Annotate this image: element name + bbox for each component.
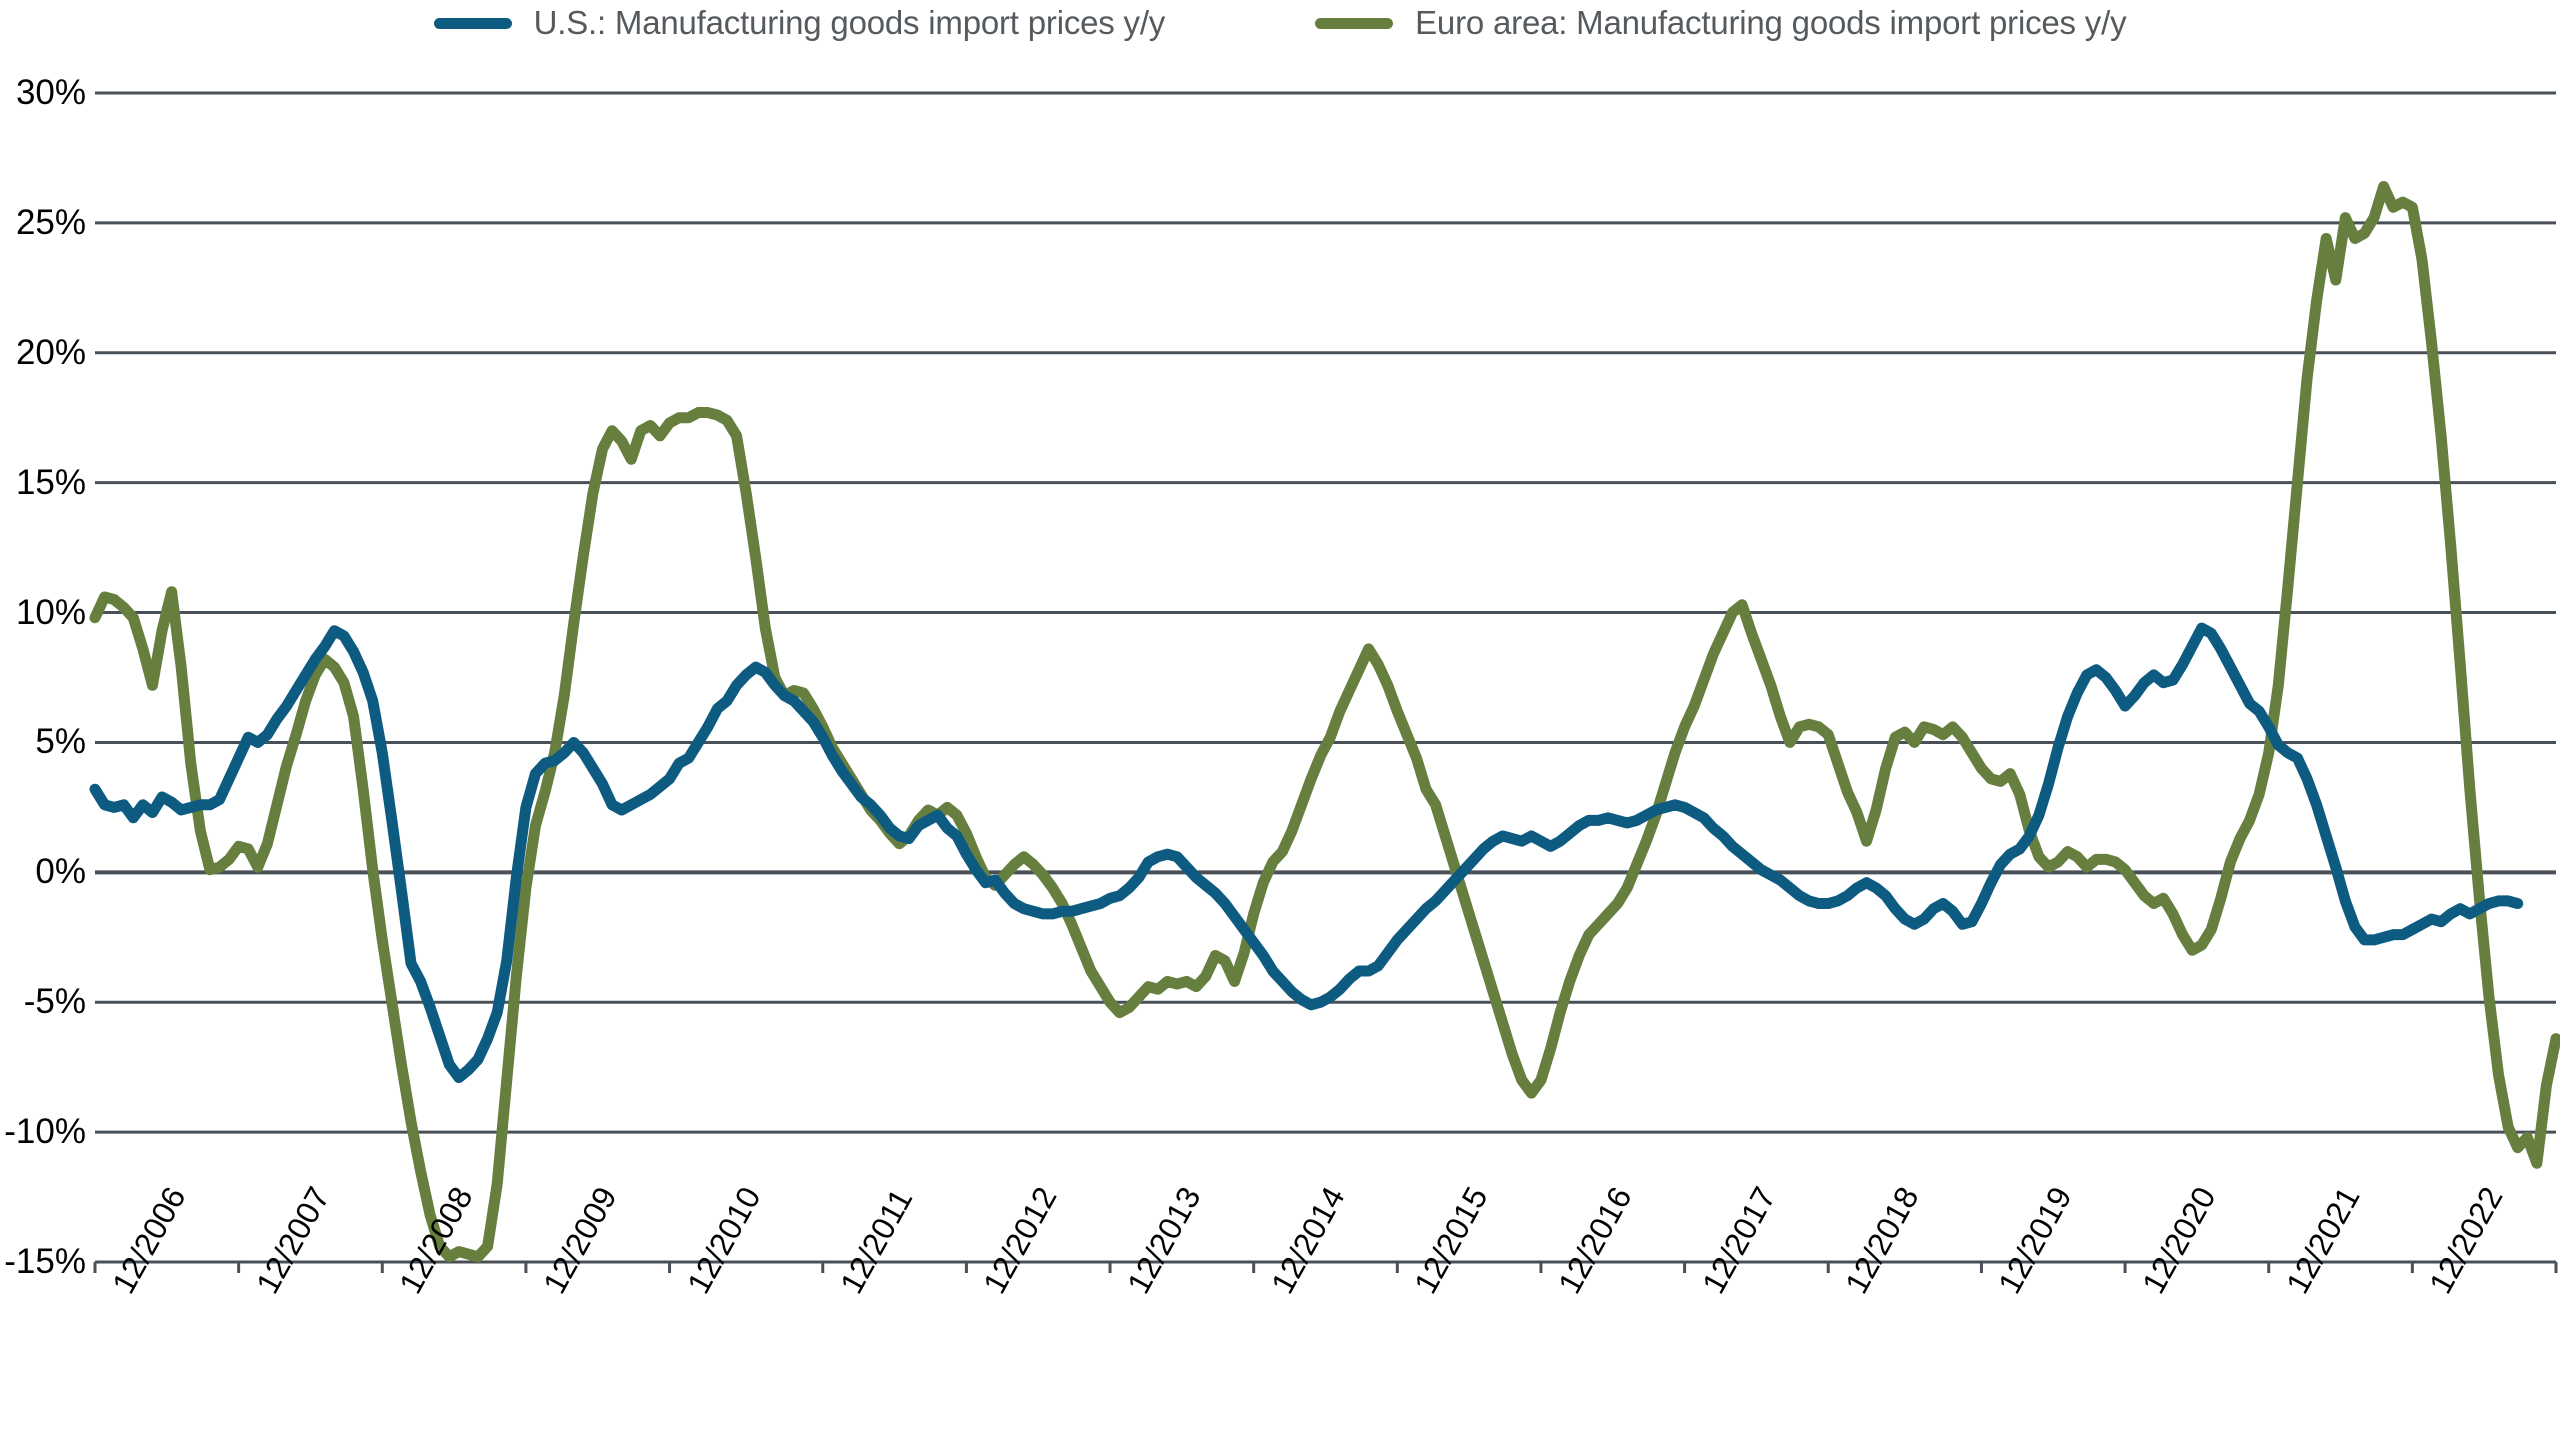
chart-legend: U.S.: Manufacturing goods import prices …: [0, 0, 2560, 46]
y-axis-tick-label: 20%: [15, 332, 86, 372]
us-series-line: [89, 622, 2524, 1084]
y-axis-tick-label: 0%: [35, 852, 86, 892]
x-tick-marks: [93, 1262, 2558, 1273]
legend-swatch-euro-line-icon: [1315, 17, 1394, 29]
y-axis-tick-label: 10%: [15, 592, 86, 632]
legend-label-us: U.S.: Manufacturing goods import prices …: [533, 4, 1166, 41]
legend-swatch-us-line-icon: [433, 17, 512, 29]
y-axis-tick-label: -15%: [4, 1242, 86, 1281]
y-axis-tick-label: -10%: [4, 1112, 86, 1152]
y-axis-tick-label: -5%: [23, 982, 86, 1022]
legend-item-euro[interactable]: Euro area: Manufacturing goods import pr…: [1315, 4, 2127, 42]
y-axis-tick-label: 25%: [15, 202, 86, 242]
euro-series-line: [89, 181, 2560, 1263]
y-axis-tick-label: 15%: [15, 462, 86, 502]
y-axis-tick-label: 30%: [15, 73, 86, 112]
y-axis-tick-label: 5%: [35, 722, 86, 762]
gridlines: [95, 91, 2556, 1264]
legend-item-us[interactable]: U.S.: Manufacturing goods import prices …: [433, 4, 1166, 42]
legend-label-euro: Euro area: Manufacturing goods import pr…: [1415, 4, 2127, 41]
